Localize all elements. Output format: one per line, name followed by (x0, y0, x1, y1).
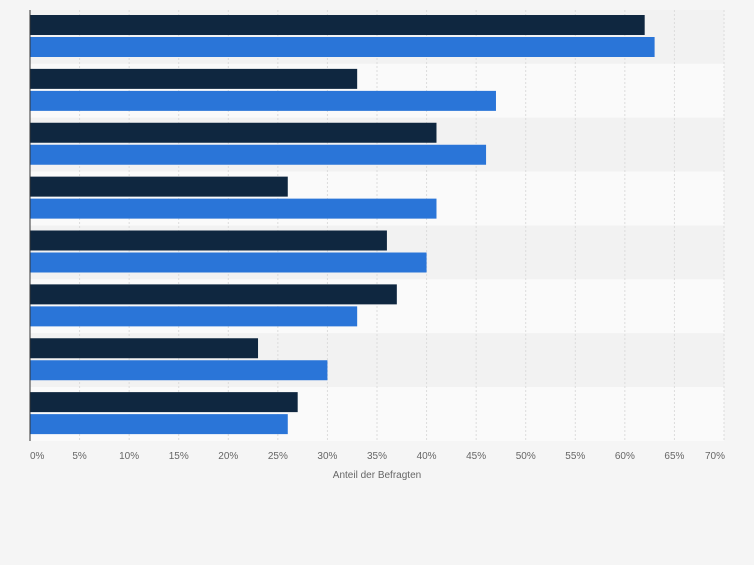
x-tick-labels: 0% 5% 10% 15% 20% 25% 30% 35% 40% 45% 50% 55% 60% 65%… (30, 451, 725, 462)
x-tick-label: 10% (119, 451, 139, 462)
x-tick-label: 45% (466, 451, 486, 462)
bar-series-1 (30, 176, 288, 197)
bar-series-1 (30, 68, 358, 89)
bar-series-2 (30, 360, 328, 381)
x-tick-label: 15% (169, 451, 189, 462)
bar-series-2 (30, 198, 437, 219)
bar-series-2 (30, 414, 288, 435)
x-tick-label: 30% (317, 451, 337, 462)
bar-series-2 (30, 306, 358, 327)
bar-series-1 (30, 392, 298, 413)
bar-series-1 (30, 122, 437, 143)
x-tick-label: 70% (705, 451, 725, 462)
bar-series-2 (30, 37, 655, 57)
x-tick-label: 0% (30, 451, 45, 462)
bar-series-1 (30, 15, 645, 35)
bar-series-2 (30, 252, 427, 273)
x-tick-label: 50% (516, 451, 536, 462)
x-axis-label: Anteil der Befragten (333, 470, 421, 481)
x-tick-label: 20% (218, 451, 238, 462)
bar-series-1 (30, 230, 387, 251)
x-tick-label: 5% (72, 451, 87, 462)
x-tick-label: 60% (615, 451, 635, 462)
x-tick-label: 25% (268, 451, 288, 462)
bar-series-1 (30, 284, 397, 305)
x-tick-label: 55% (565, 451, 585, 462)
bar-series-2 (30, 90, 496, 111)
bar-series-1 (30, 338, 259, 359)
x-tick-label: 65% (664, 451, 684, 462)
x-tick-label: 35% (367, 451, 387, 462)
bars (30, 15, 655, 435)
x-tick-label: 40% (417, 451, 437, 462)
bar-series-2 (30, 144, 487, 165)
